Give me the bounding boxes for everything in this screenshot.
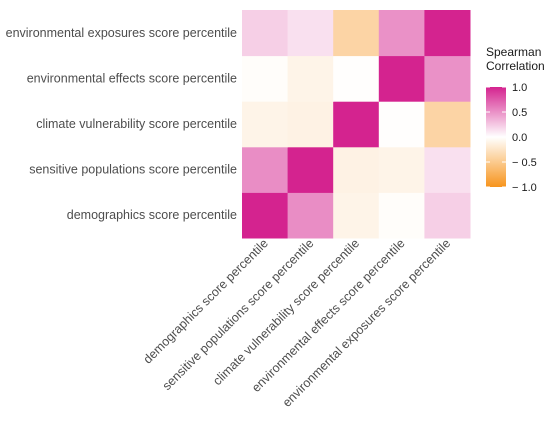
heatmap-cell-sensitive-populations-score-percentile-x-demographics-score-percentile	[242, 146, 289, 193]
heatmap-cell-demographics-score-percentile-x-sensitive-populations-score-percentile	[287, 192, 334, 239]
heatmap-cell-environmental-effects-score-percentile-x-environmental-exposures-score-percentile	[424, 55, 471, 102]
heatmap-cell-environmental-exposures-score-percentile-x-sensitive-populations-score-percentile	[287, 10, 334, 57]
y-tick-label-environmental-exposures-score-percentile: environmental exposures score percentile	[6, 26, 237, 40]
y-axis-tick-labels: demographics score percentile sensitive p…	[6, 26, 237, 222]
heatmap-cell-demographics-score-percentile-x-demographics-score-percentile	[242, 192, 289, 239]
heatmap-cell-environmental-exposures-score-percentile-x-demographics-score-percentile	[242, 10, 289, 57]
y-tick-label-environmental-effects-score-percentile: environmental effects score percentile	[27, 71, 237, 85]
color-legend: Spearman Correlation 1.0 0.5 0.0 − 0.5 − 1.0	[486, 45, 545, 194]
y-tick-label-demographics-score-percentile: demographics score percentile	[67, 208, 237, 222]
heatmap-cell-environmental-exposures-score-percentile-x-environmental-effects-score-percentile	[378, 10, 425, 57]
heatmap-cell-environmental-effects-score-percentile-x-environmental-effects-score-percentile	[378, 55, 425, 102]
heatmap-cell-sensitive-populations-score-percentile-x-environmental-exposures-score-percentile	[424, 146, 471, 193]
legend-colorbar	[486, 87, 506, 187]
heatmap-cell-sensitive-populations-score-percentile-x-sensitive-populations-score-percentile	[287, 146, 334, 193]
heatmap-cell-environmental-effects-score-percentile-x-sensitive-populations-score-percentile	[287, 55, 334, 102]
heatmap-cell-demographics-score-percentile-x-environmental-exposures-score-percentile	[424, 192, 471, 239]
legend-ticks: 1.0 0.5 0.0 − 0.5 − 1.0	[486, 82, 537, 194]
heatmap-cell-sensitive-populations-score-percentile-x-environmental-effects-score-percentile	[378, 146, 425, 193]
legend-tick-label: 1.0	[512, 82, 527, 94]
heatmap-cell-climate-vulnerability-score-percentile-x-sensitive-populations-score-percentile	[287, 101, 334, 148]
heatmap-cell-climate-vulnerability-score-percentile-x-climate-vulnerability-score-percentile	[333, 101, 380, 148]
heatmap-cell-demographics-score-percentile-x-environmental-effects-score-percentile	[378, 192, 425, 239]
heatmap-cells	[242, 10, 471, 239]
legend-title-line-2: Correlation	[486, 59, 545, 73]
heatmap-cell-environmental-effects-score-percentile-x-demographics-score-percentile	[242, 55, 289, 102]
heatmap-cell-sensitive-populations-score-percentile-x-climate-vulnerability-score-percentile	[333, 146, 380, 193]
heatmap-cell-climate-vulnerability-score-percentile-x-environmental-exposures-score-percentile	[424, 101, 471, 148]
heatmap-cell-climate-vulnerability-score-percentile-x-environmental-effects-score-percentile	[378, 101, 425, 148]
heatmap-cell-environmental-effects-score-percentile-x-climate-vulnerability-score-percentile	[333, 55, 380, 102]
legend-tick-label: − 1.0	[512, 182, 537, 194]
legend-tick-label: 0.0	[512, 132, 527, 144]
y-tick-label-climate-vulnerability-score-percentile: climate vulnerability score percentile	[36, 117, 237, 131]
heatmap-cell-environmental-exposures-score-percentile-x-climate-vulnerability-score-percentile	[333, 10, 380, 57]
legend-title-line-1: Spearman	[486, 45, 541, 59]
x-tick-label-environmental-exposures-score-percentile: environmental exposures score percentile	[280, 236, 454, 410]
heatmap-cell-environmental-exposures-score-percentile-x-environmental-exposures-score-percentile	[424, 10, 471, 57]
heatmap-cell-demographics-score-percentile-x-climate-vulnerability-score-percentile	[333, 192, 380, 239]
y-tick-label-sensitive-populations-score-percentile: sensitive populations score percentile	[29, 163, 237, 177]
heatmap-cell-climate-vulnerability-score-percentile-x-demographics-score-percentile	[242, 101, 289, 148]
legend-tick-label: − 0.5	[512, 157, 537, 169]
legend-tick-label: 0.5	[512, 107, 527, 119]
